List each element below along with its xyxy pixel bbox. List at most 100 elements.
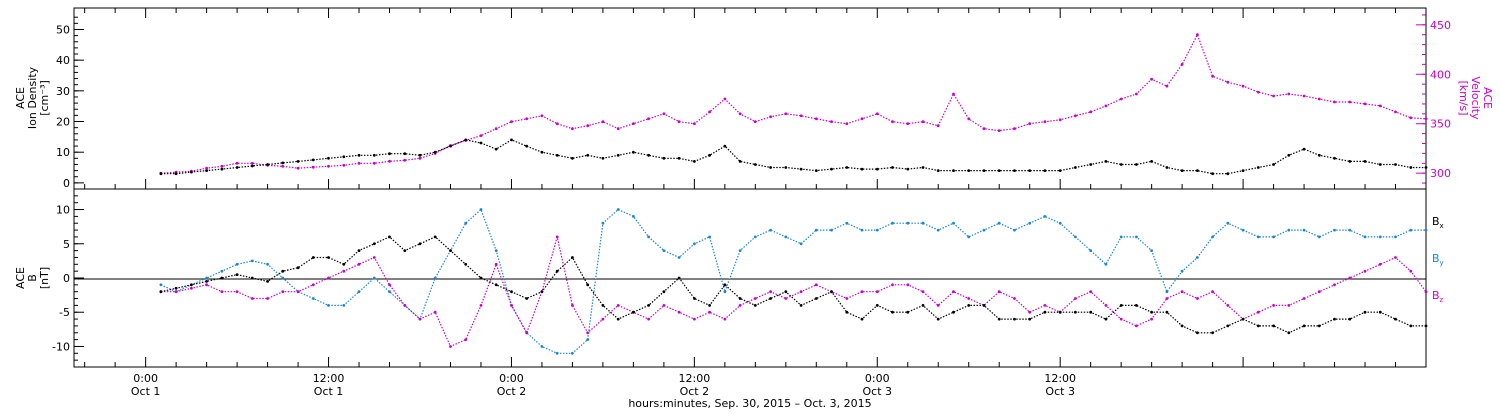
ion-density-series-point [738,160,742,163]
ion-density-series-point [540,150,544,154]
velocity-series-point [510,120,513,124]
x-tick-date-label: Oct 3 [863,385,893,398]
bz-series-point [1226,304,1230,307]
ion-density-series-point [357,153,361,157]
ion-density-series-point [891,166,894,169]
bx-series-point [921,304,925,307]
ion-density-series-point [1302,147,1306,151]
bx-series-point [1150,310,1153,314]
bz-series-point [723,317,727,321]
ion-density-series-point [662,156,666,160]
by-series-point [1043,215,1047,218]
bz-series-point [1256,310,1260,314]
bz-series-point [342,269,346,273]
bx-series-point [997,317,1001,321]
x-tick-time-label: 12:00 [679,372,711,385]
bx-series-point [647,304,650,307]
bx-series-point [342,262,346,266]
by-series [159,208,1428,355]
bx-series-point [449,249,452,253]
by-series-point [769,228,772,232]
bz-series-point [952,290,955,294]
by-series-point [1348,228,1352,232]
by-series-point [205,276,209,280]
bz-series-point [1150,317,1153,321]
bx-series-point [769,297,772,300]
bx-series-point [860,317,864,321]
ion-density-series-point [1028,169,1032,173]
bx-series-point [1119,304,1123,307]
velocity-series-point [1074,114,1077,118]
bz-series-point [174,290,178,294]
top-left-tick-label: 40 [56,54,70,67]
bottom-left-tick-label: -5 [59,306,70,319]
bottom-ylabel-line-2: B [26,274,39,282]
top-right-axis: 300 350 400 450 [1416,14,1451,184]
bx-series-point [967,304,971,307]
velocity-series-point [1058,118,1062,122]
ion-density-series-point [616,153,620,157]
velocity-series-point [281,164,285,168]
bz-series-point [921,290,925,294]
ion-density-series-point [784,166,788,169]
by-series-point [266,262,269,266]
bz-series-point [418,317,422,321]
velocity-series-point [723,97,727,101]
by-series-point [327,304,330,307]
bz-series-point [281,290,285,294]
ion-density-series-point [647,153,650,157]
bx-series-point [190,283,193,287]
velocity-series-point [1135,92,1138,96]
velocity-series-point [327,164,330,168]
by-series-point [1378,235,1382,239]
bz-series-point [510,304,513,307]
bx-series-point [1348,317,1352,321]
by-series-point [1180,269,1184,273]
bx-series-point [1226,324,1230,328]
by-series-point [693,242,696,246]
bx-series-point [281,269,285,273]
top-left-axis: 0 10 20 30 40 50 [56,16,84,190]
velocity-series-point [784,112,788,116]
by-series-point [662,249,666,253]
velocity-series-point [250,161,254,165]
bz-series-point [327,276,330,280]
by-series-point [1256,235,1260,239]
ion-density-series-point [1058,169,1062,173]
by-series-point [753,235,757,239]
bx-series-point [1378,310,1382,314]
bz-series-point [1348,276,1352,280]
bx-series-point [845,310,849,314]
ion-density-series-point [1394,163,1397,166]
velocity-series-point [1104,104,1108,108]
bx-series-point [982,304,986,307]
x-tick-time-label: 0:00 [133,372,158,385]
by-series-point [281,276,285,280]
ion-density-series-point [982,169,986,173]
velocity-series-point [205,166,209,170]
legend-by: By [1432,252,1444,267]
velocity-series-point [1394,110,1397,114]
by-series-point [891,221,894,225]
bx-series-point [632,310,635,314]
velocity-series-point [601,120,605,124]
bx-series-point [875,304,879,307]
bz-series-point [738,304,742,307]
bz-series-point [1317,290,1321,294]
by-series-point [220,269,224,273]
velocity-series-point [1272,94,1275,98]
velocity-series-point [921,120,925,124]
bx-series-point [540,290,544,294]
velocity-series-point [1287,92,1291,96]
top-right-ylabel-line-2: Velocity [1469,76,1482,120]
ion-density-series-point [1317,153,1321,157]
bz-series-point [784,297,788,300]
bz-series-point [753,297,757,300]
ion-density-series-point [250,164,254,168]
bx-series-point [799,304,803,307]
top-right-tick-label: 350 [1430,118,1451,131]
by-series-point [571,351,574,355]
ion-density-series-point [1424,166,1428,169]
bx-series-point [1058,310,1062,314]
